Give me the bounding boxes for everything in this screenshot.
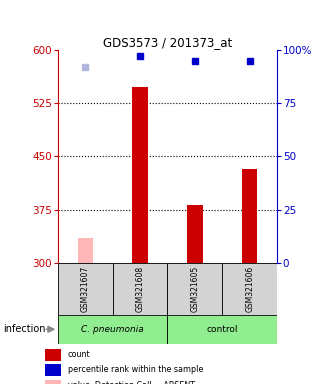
Text: GSM321607: GSM321607 [81,266,90,312]
Text: value, Detection Call = ABSENT: value, Detection Call = ABSENT [68,381,195,384]
Bar [78,238,93,263]
Bar [168,315,277,344]
Title: GDS3573 / 201373_at: GDS3573 / 201373_at [103,36,232,49]
Text: GSM321606: GSM321606 [245,266,254,312]
Bar [242,169,257,263]
Bar [187,205,203,263]
Bar [58,315,168,344]
Text: infection: infection [3,324,46,334]
Text: count: count [68,351,91,359]
Bar [168,263,222,315]
Text: GSM321608: GSM321608 [136,266,145,312]
Text: C. pneumonia: C. pneumonia [81,325,144,334]
Bar [45,364,61,376]
Bar [222,263,277,315]
Bar [45,380,61,384]
Text: control: control [207,325,238,334]
Bar [113,263,168,315]
Text: GSM321605: GSM321605 [190,266,199,312]
Bar [45,349,61,361]
Text: percentile rank within the sample: percentile rank within the sample [68,365,203,374]
Bar [58,263,113,315]
Bar [132,87,148,263]
